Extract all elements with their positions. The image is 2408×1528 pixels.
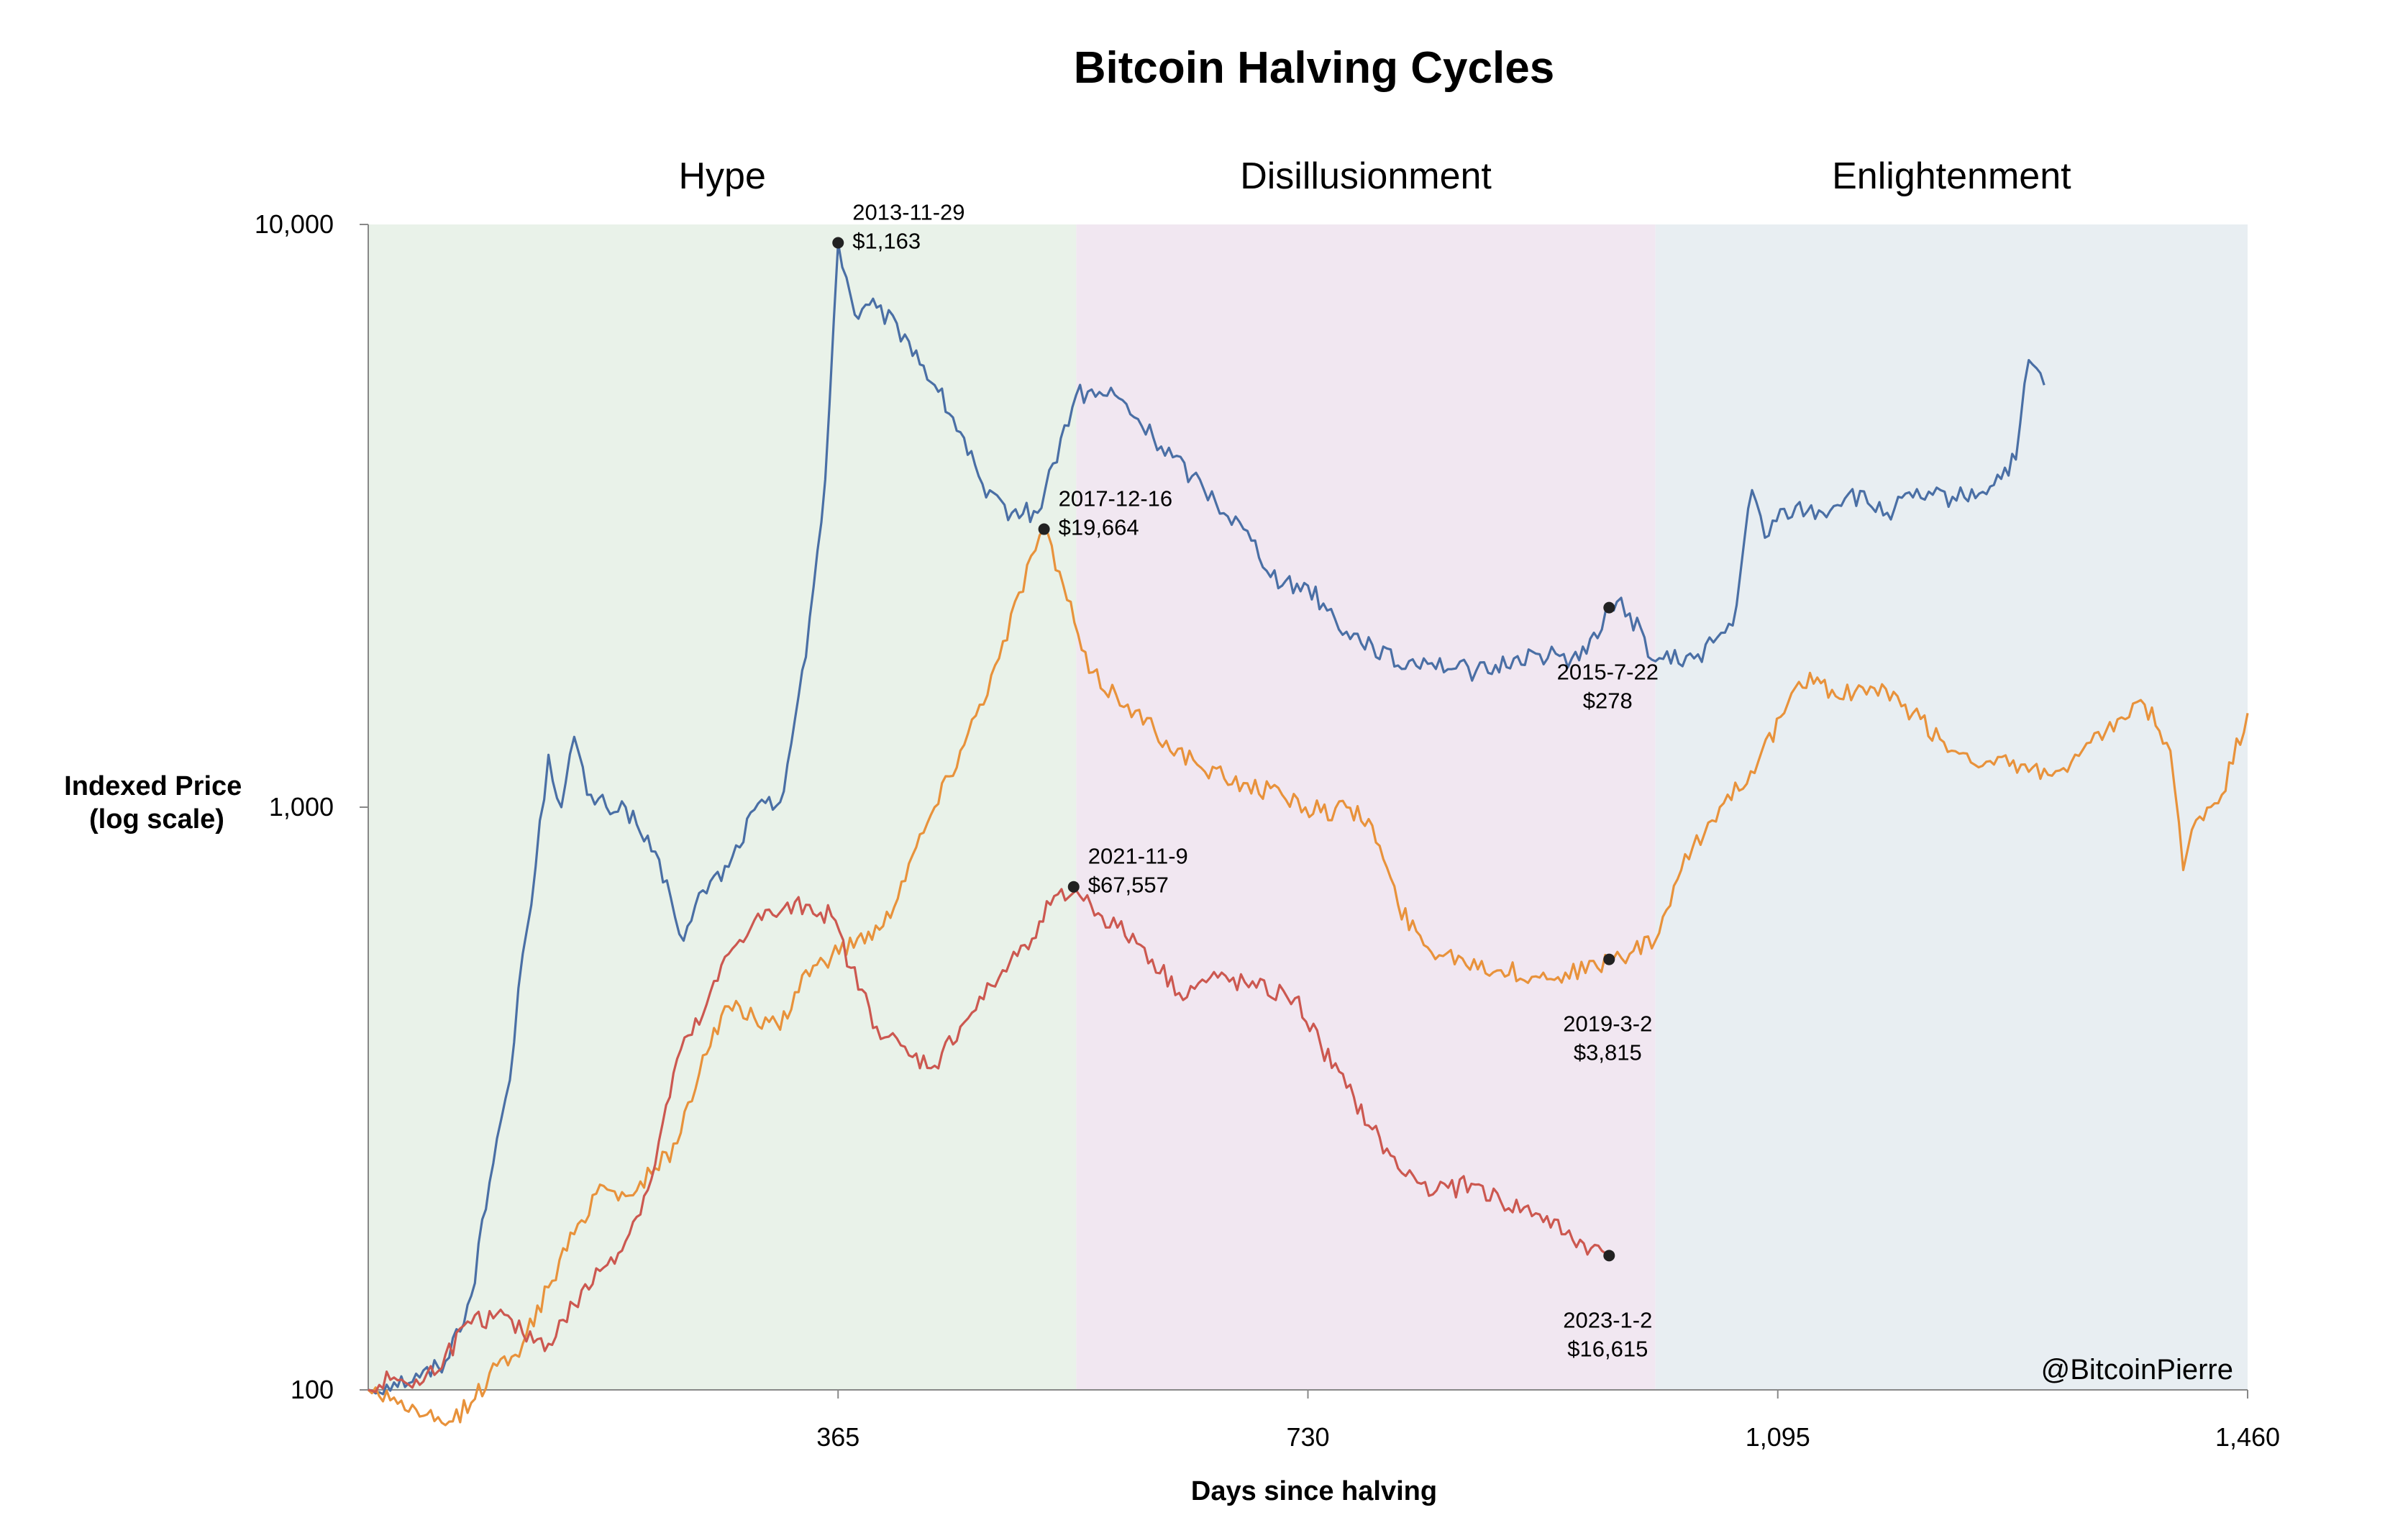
phase-band-2 [1076,224,1656,1390]
annotations: 2013-11-29 $1,163 2017-12-16 $19,664 2021-11… [852,200,1659,1362]
y-axis-label-line1: Indexed Price [64,771,242,801]
y-tick-label-3: 10,000 [255,209,334,239]
annotation-label-1: 2013-11-29 $1,163 [852,200,964,254]
axes: 100 1,000 10,000 365 730 1,095 1,460 [255,209,2280,1452]
x-tick-label-3: 1,095 [1746,1422,1810,1452]
annotation-label-2: 2017-12-16 $19,664 [1059,486,1173,540]
annotation-markers [832,237,1615,1262]
x-axis-label: Days since halving [1191,1476,1437,1506]
phase-labels: Hype Disillusionment Enlightenment [678,155,2071,197]
credit-label: @BitcoinPierre [2041,1354,2233,1386]
annotation-label-3: 2021-11-9 $67,557 [1088,844,1188,898]
y-tick-label-2: 1,000 [269,792,334,822]
phase-band-3 [1655,224,2248,1390]
annotation-dot-2 [1038,523,1050,535]
annotation-dot-3 [1067,881,1080,893]
y-tick-label-1: 100 [291,1375,334,1404]
annotation-dot-1 [832,237,844,249]
x-tick-label-4: 1,460 [2215,1422,2280,1452]
phase-label-3: Enlightenment [1832,155,2071,197]
y-axis-label-line2: (log scale) [89,804,224,835]
annotation-label-6: 2023-1-2 $16,615 [1563,1307,1652,1361]
phase-label-1: Hype [678,155,765,197]
x-tick-label-2: 730 [1286,1422,1329,1452]
annotation-dot-5 [1603,953,1615,965]
phase-band-1 [368,224,1077,1390]
annotation-label-4: 2015-7-22 $278 [1557,660,1659,714]
phase-label-2: Disillusionment [1240,155,1492,197]
x-tick-label-1: 365 [816,1422,859,1452]
phase-bands [368,224,2248,1390]
series-lines [367,241,2249,1427]
series-line-1 [368,241,2046,1396]
y-axis-label: Indexed Price (log scale) [64,771,250,835]
chart-title: Bitcoin Halving Cycles [1074,43,1554,93]
annotation-label-5: 2019-3-2 $3,815 [1563,1011,1652,1065]
annotation-dot-4 [1603,601,1615,614]
annotation-dot-6 [1603,1250,1615,1262]
series-line-3 [368,888,1610,1393]
series-line-2 [367,527,2249,1427]
